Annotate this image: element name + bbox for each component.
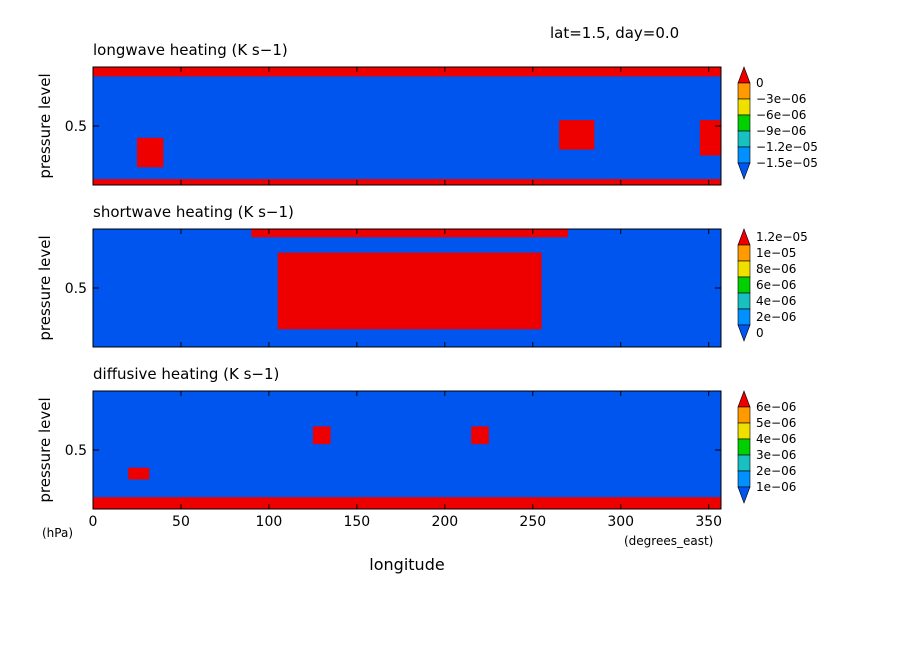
heatmap-cell	[251, 229, 568, 238]
heatmap-cell	[128, 467, 150, 480]
panel-shortwave: shortwave heating (K s−1) 0.5 pressure l…	[36, 203, 808, 348]
colorbar-label: −6e−06	[756, 108, 806, 122]
colorbar-label: 6e−06	[756, 278, 796, 292]
colorbar-label: 0	[756, 76, 764, 90]
colorbar-swatch	[737, 470, 751, 488]
heatmap-background	[93, 391, 721, 509]
field-area	[93, 229, 721, 347]
heatmap-cell	[699, 120, 721, 156]
panel-title: longwave heating (K s−1)	[93, 41, 288, 59]
colorbar-label: −3e−06	[756, 92, 806, 106]
heatmap-cell	[559, 120, 595, 150]
colorbar-label: 4e−06	[756, 432, 796, 446]
colorbar-swatch	[737, 390, 751, 408]
colorbar-label: 3e−06	[756, 448, 796, 462]
colorbar-swatch	[737, 324, 751, 342]
colorbar-label: 8e−06	[756, 262, 796, 276]
colorbar-label: −1.5e−05	[756, 156, 818, 170]
heatmap-cell	[93, 497, 721, 509]
colorbar-label: 1e−05	[756, 246, 796, 260]
colorbar-swatch	[737, 162, 751, 180]
colorbar-label: 0	[756, 326, 764, 340]
heatmap-cell	[312, 426, 331, 445]
y-axis-label: pressure level	[36, 73, 54, 178]
colorbar-label: 2e−06	[756, 310, 796, 324]
colorbar-label: 1e−06	[756, 480, 796, 494]
colorbar: 6e−06 5e−06 4e−06 3e−06 2e−06 1e−06	[737, 390, 796, 504]
colorbar-swatch	[737, 146, 751, 164]
colorbar: 1.2e−05 1e−05 8e−06 6e−06 4e−06 2e−06 0	[737, 228, 808, 342]
x-tick-label: 150	[343, 514, 370, 530]
y-tick-label: 0.5	[65, 281, 87, 297]
heatmap-background	[93, 67, 721, 185]
colorbar-swatch	[737, 486, 751, 504]
panel-longwave: longwave heating (K s−1) 0.5 pressure le…	[36, 41, 818, 186]
colorbar-label: 5e−06	[756, 416, 796, 430]
x-axis-label: longitude	[369, 555, 444, 574]
x-tick-label: 250	[519, 514, 546, 530]
colorbar-swatch	[737, 244, 751, 262]
heatmap-cell	[136, 137, 164, 168]
heatmap-cell	[277, 252, 542, 330]
colorbar-label: 2e−06	[756, 464, 796, 478]
y-tick-label: 0.5	[65, 119, 87, 135]
y-unit-label: (hPa)	[42, 526, 73, 540]
info-label: lat=1.5, day=0.0	[550, 24, 679, 42]
x-tick-label: 0	[89, 514, 98, 530]
y-ticks: 0.5	[65, 229, 721, 347]
colorbar-swatch	[737, 454, 751, 472]
x-tick-label: 50	[172, 514, 190, 530]
colorbar-swatch	[737, 422, 751, 440]
x-unit-label: (degrees_east)	[624, 534, 713, 548]
colorbar-label: −1.2e−05	[756, 140, 818, 154]
colorbar-swatch	[737, 130, 751, 148]
y-axis-label: pressure level	[36, 235, 54, 340]
x-axis-ticks: 0 50 100 150 200 250 300 350	[89, 514, 723, 530]
colorbar-swatch	[737, 260, 751, 278]
colorbar-label: 6e−06	[756, 400, 796, 414]
colorbar-swatch	[737, 228, 751, 246]
panel-title: shortwave heating (K s−1)	[93, 203, 294, 221]
colorbar-swatch	[737, 276, 751, 294]
colorbar-swatch	[737, 438, 751, 456]
colorbar-swatch	[737, 292, 751, 310]
colorbar-swatch	[737, 406, 751, 424]
colorbar-swatch	[737, 98, 751, 116]
heatmap-cell	[93, 179, 721, 185]
colorbar-label: 4e−06	[756, 294, 796, 308]
x-tick-label: 300	[607, 514, 634, 530]
heatmap-cell	[93, 67, 721, 77]
panel-diffusive: diffusive heating (K s−1) 0.5 pressure l…	[36, 365, 796, 510]
field-area	[93, 391, 721, 509]
colorbar-label: −9e−06	[756, 124, 806, 138]
y-axis-label: pressure level	[36, 397, 54, 502]
x-tick-label: 200	[431, 514, 458, 530]
colorbar-label: 1.2e−05	[756, 230, 808, 244]
y-ticks: 0.5	[65, 67, 721, 185]
y-ticks: 0.5	[65, 391, 721, 509]
colorbar-swatch	[737, 82, 751, 100]
heatmap-cell	[471, 426, 489, 445]
x-tick-label: 100	[256, 514, 283, 530]
colorbar-swatch	[737, 66, 751, 84]
y-tick-label: 0.5	[65, 443, 87, 459]
panel-title: diffusive heating (K s−1)	[93, 365, 279, 383]
colorbar-swatch	[737, 114, 751, 132]
colorbar-swatch	[737, 308, 751, 326]
field-area	[93, 67, 721, 185]
colorbar: 0 −3e−06 −6e−06 −9e−06 −1.2e−05 −1.5e−05	[737, 66, 818, 180]
x-tick-label: 350	[695, 514, 722, 530]
